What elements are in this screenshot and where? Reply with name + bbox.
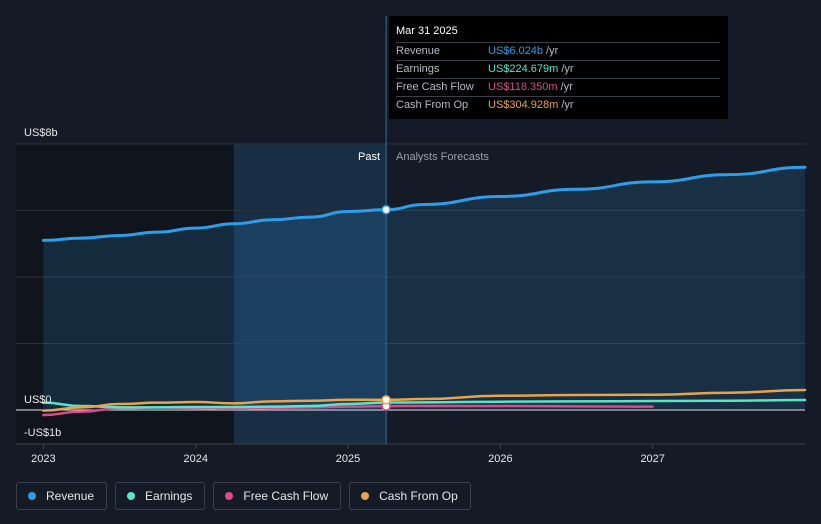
- tooltip-row-free-cash-flow: Free Cash Flow US$118.350m /yr: [396, 78, 720, 96]
- tooltip-row-cash-from-op: Cash From Op US$304.928m /yr: [396, 96, 720, 114]
- tooltip-value: US$224.679m: [488, 63, 559, 75]
- x-axis-ticks: 2023 2024 2025 2026 2027: [31, 444, 665, 465]
- legend-dot: [225, 492, 234, 500]
- revenue-marker: [381, 204, 391, 215]
- legend-item-free-cash-flow[interactable]: Free Cash Flow: [213, 482, 342, 510]
- legend-dot: [28, 492, 36, 500]
- y-axis-label-bottom: -US$1b: [24, 427, 61, 439]
- legend-label: Revenue: [46, 489, 95, 503]
- revenue-line: [41, 165, 807, 242]
- legend-label: Free Cash Flow: [243, 489, 329, 503]
- past-label: Past: [358, 151, 380, 163]
- x-tick-label: 2027: [640, 453, 664, 465]
- tooltip-unit: /yr: [561, 63, 574, 75]
- highlight-region: [233, 144, 387, 444]
- revenue-area: [43, 167, 805, 410]
- legend-item-cash-from-op[interactable]: Cash From Op: [349, 482, 471, 510]
- y-axis-label-zero: US$0: [24, 394, 52, 406]
- label-layer: US$8b US$0 -US$1b Past Analysts Forecast…: [24, 127, 489, 439]
- tooltip-name: Earnings: [396, 63, 440, 75]
- tooltip-unit: /yr: [561, 99, 574, 111]
- tooltip-name: Revenue: [396, 45, 441, 57]
- x-tick-label: 2026: [488, 453, 512, 465]
- tooltip-unit: /yr: [546, 45, 559, 57]
- tooltip-value: US$304.928m: [488, 99, 559, 111]
- past-region-shade: [16, 144, 234, 444]
- tooltip: Mar 31 2025 Revenue US$6.024b /yr Earnin…: [389, 16, 728, 119]
- chart-background: [16, 144, 387, 444]
- tooltip-row-earnings: Earnings US$224.679m /yr: [396, 60, 720, 78]
- tooltip-name: Cash From Op: [396, 99, 469, 111]
- chart: US$8b US$0 -US$1b Past Analysts Forecast…: [16, 16, 807, 465]
- legend-label: Cash From Op: [379, 489, 458, 503]
- tooltip-unit: /yr: [560, 81, 573, 93]
- tooltip-date: Mar 31 2025: [396, 25, 458, 37]
- legend-dot: [361, 492, 370, 500]
- y-axis-label-top: US$8b: [24, 127, 58, 139]
- tooltip-value: US$118.350m: [488, 81, 558, 93]
- tooltip-name: Free Cash Flow: [396, 81, 474, 93]
- cash-from-op-line: [42, 388, 807, 412]
- legend: Revenue Earnings Free Cash Flow Cash Fro…: [16, 482, 471, 510]
- tooltip-row-revenue: Revenue US$6.024b /yr: [396, 42, 720, 60]
- earnings-line: [42, 398, 807, 409]
- gridlines: [16, 16, 805, 445]
- marker-layer: [381, 204, 391, 411]
- series-layer: [41, 165, 807, 417]
- legend-dot: [127, 492, 136, 500]
- x-tick-label: 2023: [31, 453, 55, 465]
- forecast-label: Analysts Forecasts: [396, 151, 489, 163]
- legend-label: Earnings: [145, 489, 193, 503]
- legend-item-earnings[interactable]: Earnings: [115, 482, 206, 510]
- x-tick-label: 2024: [183, 453, 207, 465]
- cash-from-op-marker: [381, 395, 391, 405]
- x-tick-label: 2025: [336, 453, 360, 465]
- legend-item-revenue[interactable]: Revenue: [16, 482, 108, 510]
- tooltip-value: US$6.024b: [488, 45, 544, 57]
